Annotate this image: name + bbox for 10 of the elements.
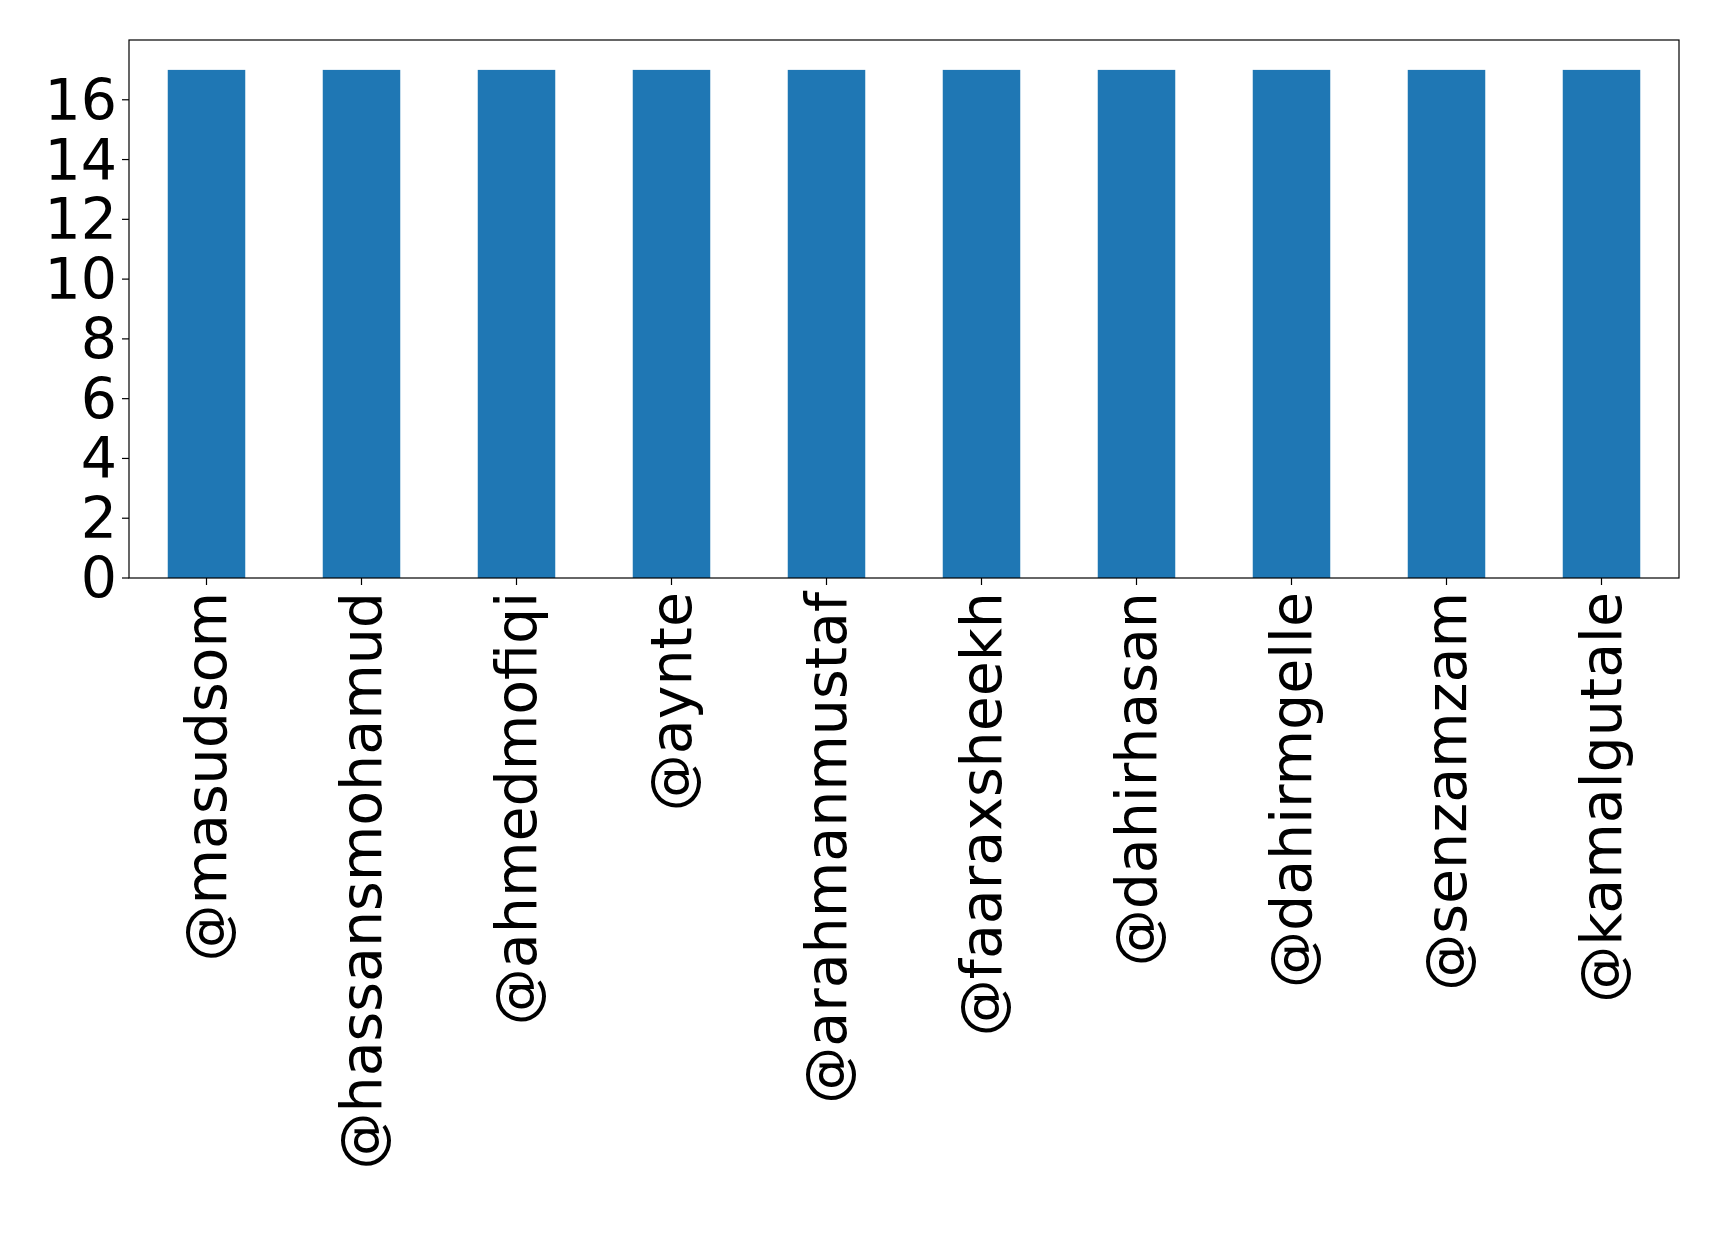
x-tick-label: @senzamzam — [1413, 592, 1480, 991]
x-tick-label: @dahirhasan — [1103, 592, 1170, 967]
x-tick-label: @arahmanmustaf — [793, 590, 860, 1104]
x-tick-label: @dahirmgelle — [1258, 592, 1325, 989]
x-tick-label: @hassansmohamud — [328, 592, 395, 1170]
x-tick-label: @faaraxsheekh — [948, 592, 1015, 1037]
x-tick-label: @aynte — [638, 592, 705, 812]
x-tick-label: @kamalgutale — [1568, 592, 1635, 1003]
x-tick-label: @ahmedmofiqi — [483, 592, 550, 1026]
x-tick-label: @masudsom — [173, 592, 240, 962]
